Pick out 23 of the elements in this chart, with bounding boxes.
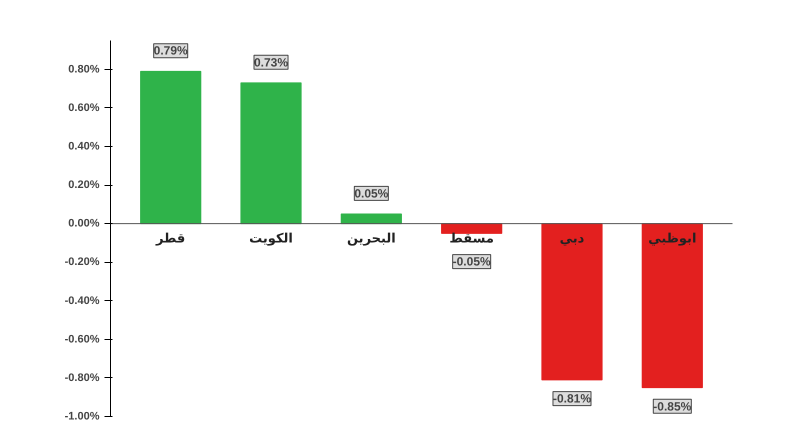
data-label: -0.81% <box>552 392 592 406</box>
x-tick-label: مسقط <box>449 231 494 246</box>
y-tick-label: 0.80% <box>68 63 100 76</box>
y-tick-label: -0.60% <box>64 333 100 346</box>
x-tick-label: دبي <box>560 231 585 246</box>
bar <box>340 214 402 224</box>
y-tick-label: -0.40% <box>64 294 100 307</box>
y-tick-label: 0.40% <box>68 140 100 153</box>
y-tick-label: -1.00% <box>64 410 100 422</box>
bar <box>642 223 703 388</box>
y-tick-label: -0.20% <box>64 256 100 268</box>
y-tick-label: 0.00% <box>68 218 100 230</box>
x-tick-label: قطر <box>155 231 186 246</box>
y-tick-label: 0.60% <box>68 102 100 114</box>
x-tick-label: الكويت <box>249 231 293 246</box>
y-tick-label: -0.80% <box>64 372 100 384</box>
x-tick-label: ابوظبي <box>648 231 696 246</box>
bar <box>441 223 502 234</box>
y-tick-label: 0.20% <box>68 179 100 192</box>
bar <box>140 70 202 224</box>
x-tick-label: البحرين <box>347 231 396 246</box>
bar <box>240 82 302 224</box>
bar <box>541 223 603 380</box>
